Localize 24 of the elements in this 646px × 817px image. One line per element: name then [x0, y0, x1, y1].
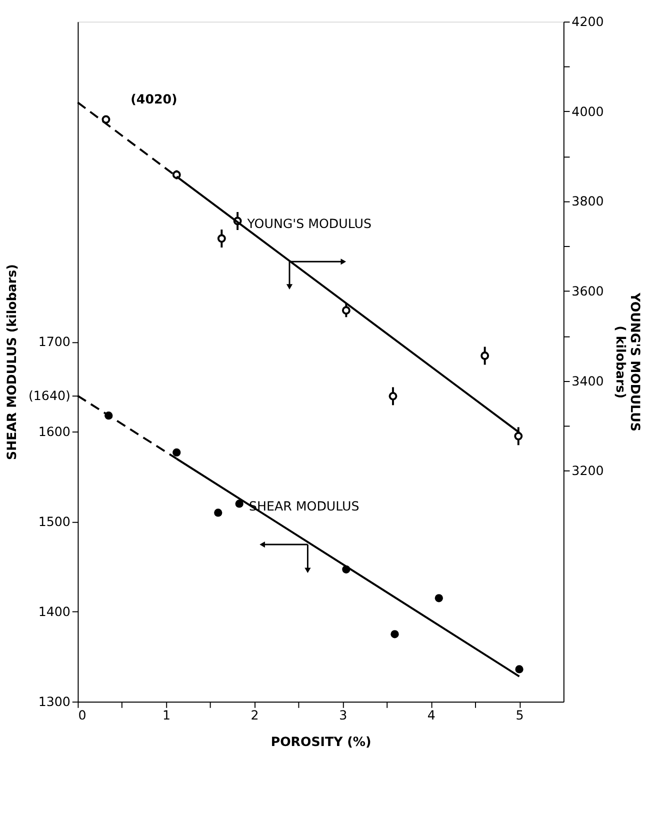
y-tick-label: 1400 — [38, 604, 70, 620]
series-label: SHEAR MODULUS — [249, 498, 360, 514]
y-axis-title: SHEAR MODULUS (kilobars) — [4, 264, 19, 460]
x-tick-label: 1 — [162, 708, 171, 723]
y2-tick-label: 4000 — [572, 104, 604, 119]
series-label: YOUNG'S MODULUS — [246, 216, 372, 231]
x-axis-title: POROSITY (%) — [270, 734, 372, 749]
y-tick-label: 1500 — [38, 514, 70, 530]
annotation: (4020) — [130, 92, 178, 107]
y2-tick-label: 3400 — [572, 373, 604, 388]
x-tick-label: 5 — [516, 708, 524, 723]
x-tick-label: 0 — [78, 708, 86, 723]
x-tick-label: 4 — [427, 708, 436, 723]
y-tick-label: 1700 — [38, 334, 70, 350]
y2-tick-label: 3800 — [572, 194, 604, 209]
y2-tick-label: 3200 — [572, 463, 604, 478]
y-tick-label: 1600 — [38, 424, 70, 440]
x-tick-label: 3 — [339, 708, 348, 723]
x-tick-label: 2 — [250, 708, 259, 723]
y2-axis-title: YOUNG'S MODULUS ( kilobars) — [613, 292, 644, 432]
y2-tick-label: 3600 — [572, 283, 604, 298]
y-tick-label: (1640) — [28, 388, 70, 404]
y2-tick-label: 4200 — [572, 14, 604, 29]
y-tick-label: 1300 — [38, 694, 70, 709]
